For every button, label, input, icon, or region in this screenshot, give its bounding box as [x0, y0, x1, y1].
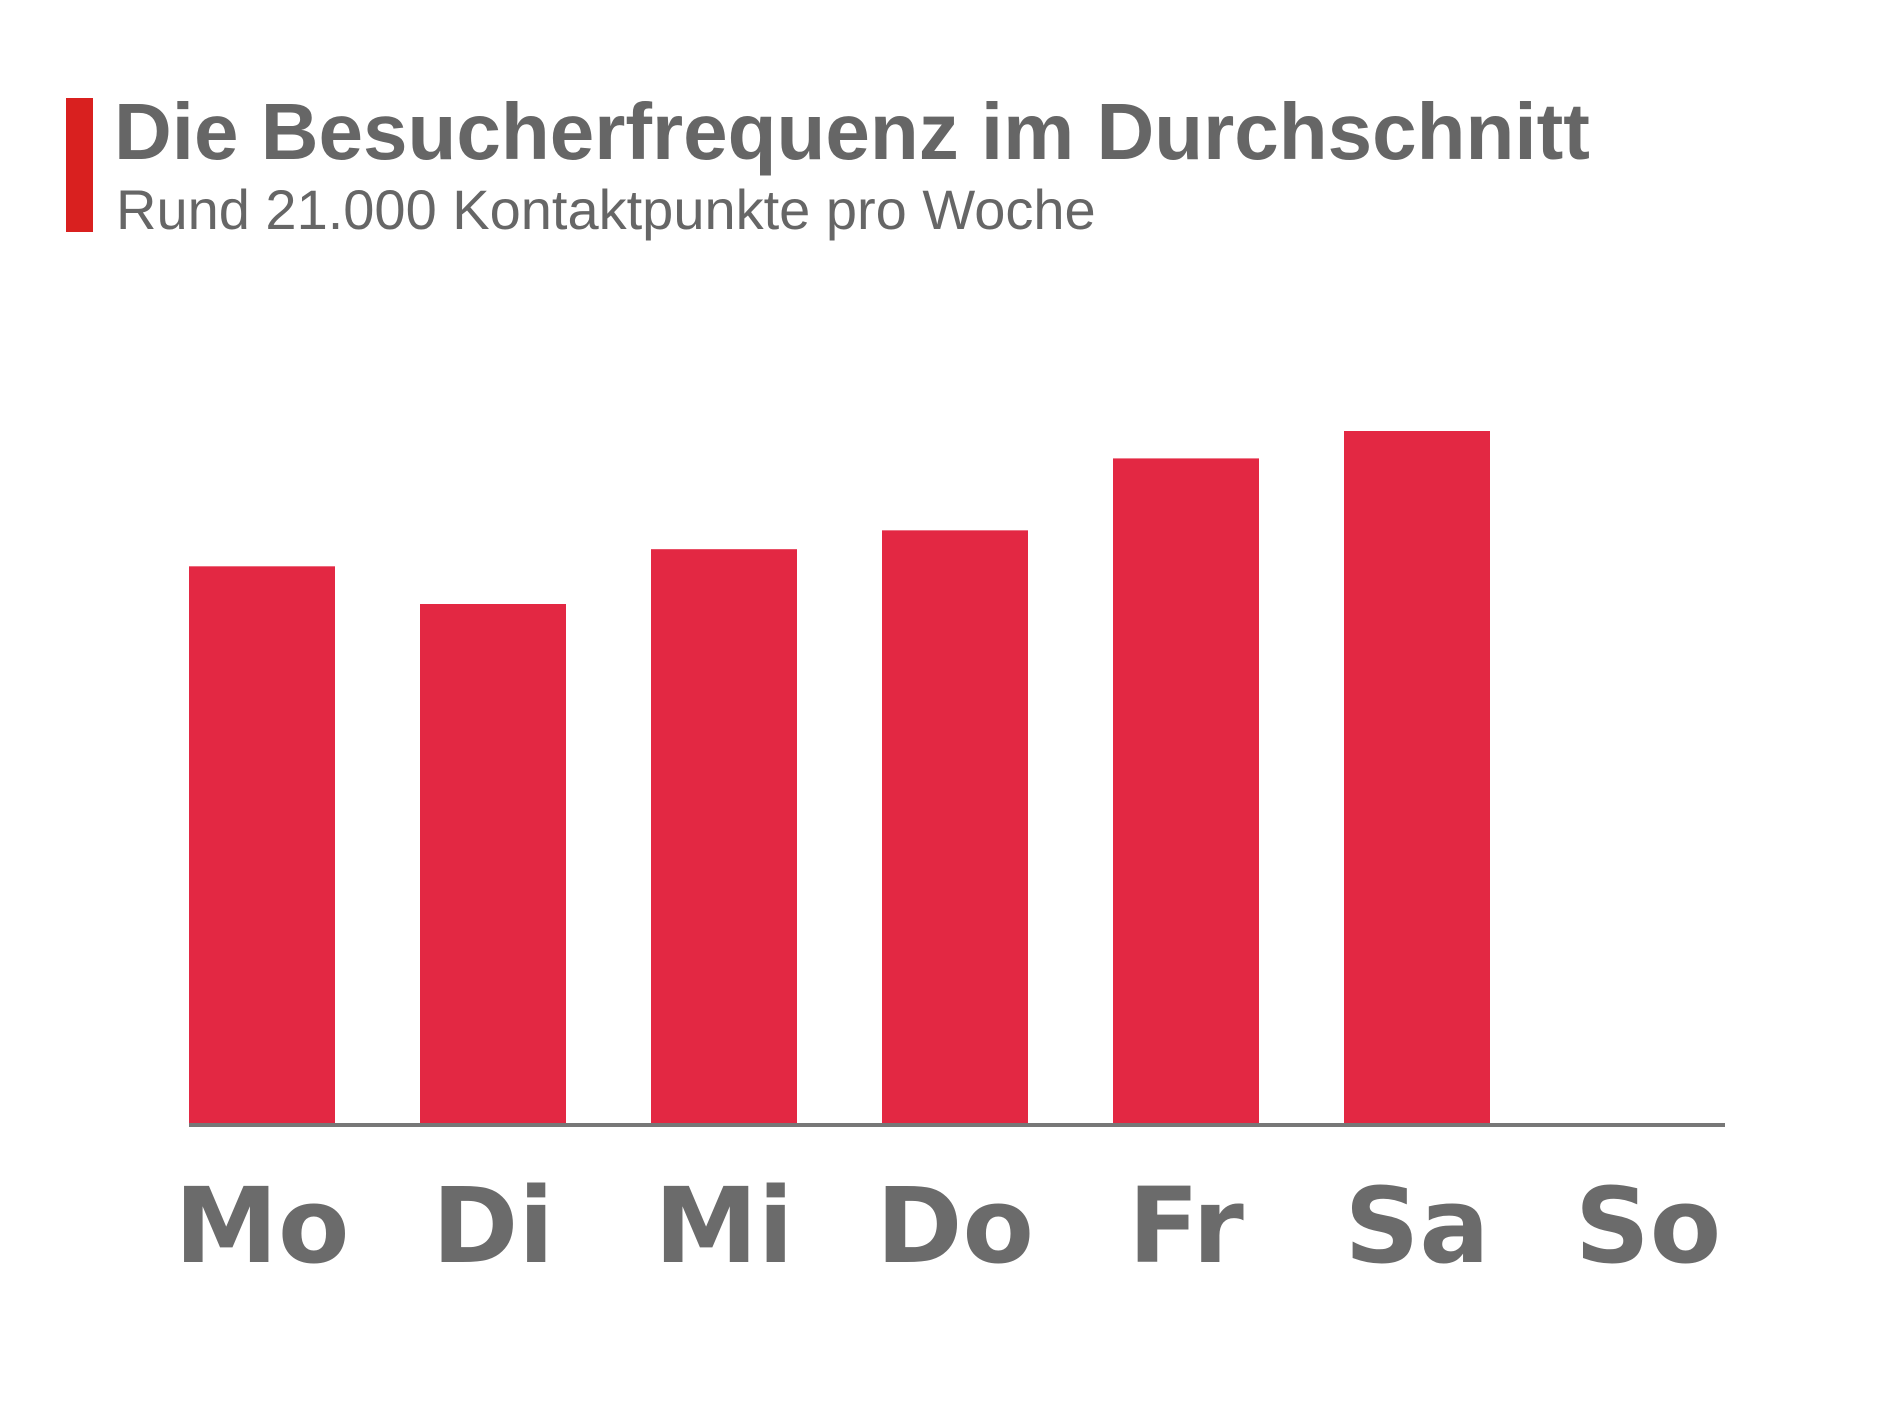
bar	[189, 566, 335, 1123]
accent-bar	[66, 98, 93, 232]
bar	[882, 530, 1028, 1123]
bar	[651, 549, 797, 1123]
x-tick-label: So	[1575, 1165, 1721, 1287]
x-tick-label: Di	[432, 1165, 554, 1287]
chart-subtitle: Rund 21.000 Kontaktpunkte pro Woche	[116, 178, 1096, 241]
x-tick-label: Sa	[1344, 1165, 1489, 1287]
x-tick-label: Do	[876, 1165, 1034, 1287]
bar	[420, 604, 566, 1123]
chart-title: Die Besucherfrequenz im Durchschnitt	[114, 87, 1590, 176]
bar	[1344, 431, 1490, 1123]
x-tick-label: Mi	[654, 1165, 793, 1287]
x-tick-label: Fr	[1128, 1165, 1244, 1287]
bar	[1113, 458, 1259, 1123]
x-tick-label: Mo	[175, 1165, 350, 1287]
